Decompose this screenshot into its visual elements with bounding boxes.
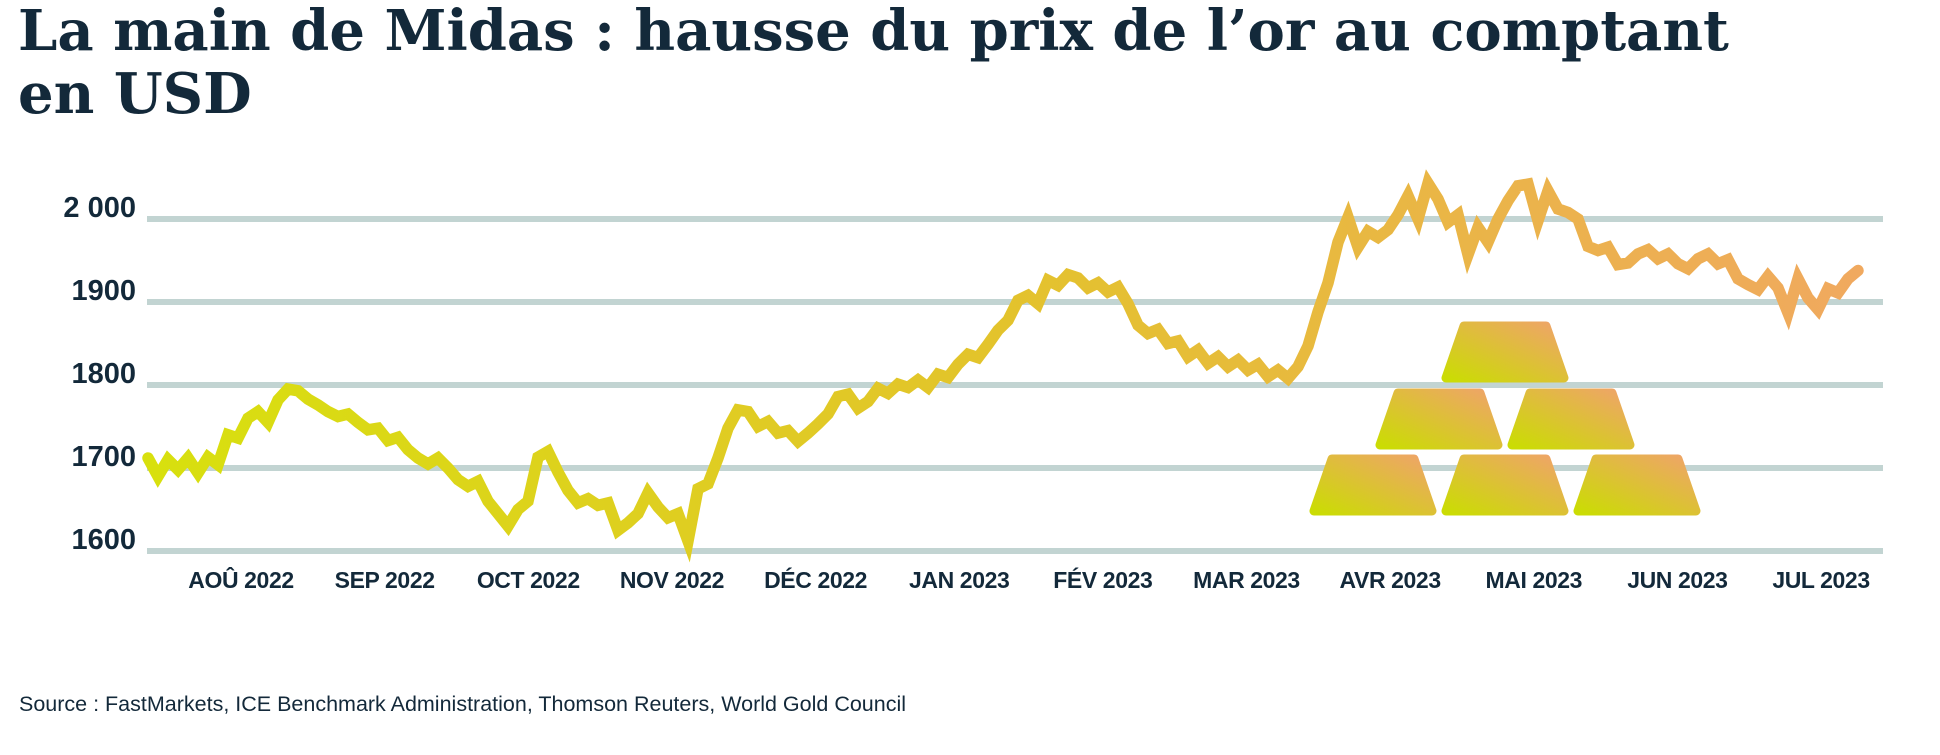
gold-bar-icon: [1375, 388, 1503, 450]
x-tick-label: JUN 2023: [1627, 567, 1727, 593]
chart-title-line1: La main de Midas : hausse du prix de l’o…: [18, 0, 1729, 64]
chart-title: La main de Midas : hausse du prix de l’o…: [18, 0, 1729, 126]
y-axis-labels: 2 000 1900 1800 1700 1600: [63, 192, 136, 556]
x-axis-labels: AOÛ 2022 SEP 2022 OCT 2022 NOV 2022 DÉC 2022…: [188, 566, 1870, 593]
gold-bar-icon: [1441, 454, 1569, 516]
chart-title-line2: en USD: [18, 61, 252, 127]
x-tick-label: SEP 2022: [335, 567, 435, 593]
y-tick-label: 1800: [71, 358, 136, 390]
gold-bar-icon: [1573, 454, 1701, 516]
x-tick-label: AVR 2023: [1340, 567, 1441, 593]
x-tick-label: JUL 2023: [1772, 567, 1869, 593]
x-tick-label: MAR 2023: [1193, 567, 1300, 593]
gold-bar-icon: [1507, 388, 1635, 450]
x-tick-label: NOV 2022: [620, 567, 724, 593]
x-tick-label: AOÛ 2022: [188, 566, 293, 593]
x-tick-label: OCT 2022: [477, 567, 580, 593]
y-tick-label: 2 000: [63, 192, 136, 224]
gold-bar-icon: [1309, 454, 1437, 516]
x-tick-label: JAN 2023: [909, 567, 1009, 593]
source-caption: Source : FastMarkets, ICE Benchmark Admi…: [19, 692, 907, 716]
gold-price-line: [142, 169, 1864, 563]
gold-bar-icon: [1441, 321, 1569, 383]
gold-bars-illustration: [1309, 321, 1701, 516]
y-tick-label: 1700: [71, 441, 136, 473]
y-tick-label: 1900: [71, 275, 136, 307]
y-tick-label: 1600: [71, 524, 136, 556]
x-tick-label: DÉC 2022: [764, 566, 867, 593]
x-tick-label: FÉV 2023: [1053, 566, 1152, 593]
x-tick-label: MAI 2023: [1486, 567, 1583, 593]
